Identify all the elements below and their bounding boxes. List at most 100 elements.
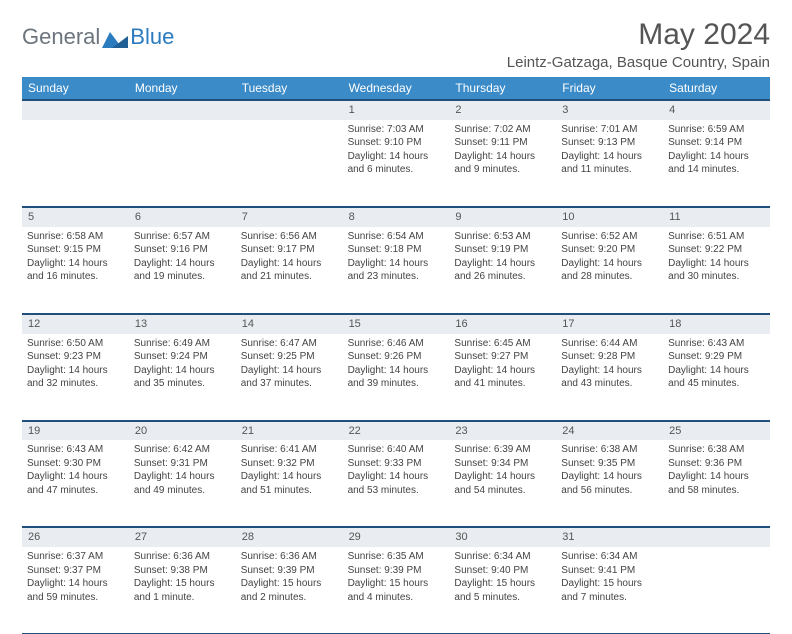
sunrise-line: Sunrise: 6:44 AM [561,337,658,351]
sunrise-line: Sunrise: 6:34 AM [454,550,551,564]
day-number-cell: 2 [449,101,556,120]
sunset-line: Sunset: 9:13 PM [561,136,658,150]
day-number-cell: 30 [449,528,556,547]
day-cell [236,120,343,206]
day-number: 14 [242,318,254,330]
daylight-line: Daylight: 14 hours and 41 minutes. [454,364,551,391]
sunset-line: Sunset: 9:18 PM [348,243,445,257]
day-number-cell: 15 [343,315,450,334]
day-number-cell: 24 [556,422,663,441]
day-cell: Sunrise: 6:45 AMSunset: 9:27 PMDaylight:… [449,334,556,420]
day-number-cell: 18 [663,315,770,334]
sunset-line: Sunset: 9:27 PM [454,350,551,364]
day-cell [663,547,770,633]
sunset-line: Sunset: 9:40 PM [454,564,551,578]
day-number-cell: 19 [22,422,129,441]
sunset-line: Sunset: 9:11 PM [454,136,551,150]
sunrise-line: Sunrise: 6:49 AM [134,337,231,351]
day-number-cell: 14 [236,315,343,334]
sunset-line: Sunset: 9:26 PM [348,350,445,364]
daylight-line: Daylight: 14 hours and 47 minutes. [27,470,124,497]
daylight-line: Daylight: 14 hours and 58 minutes. [668,470,765,497]
sunset-line: Sunset: 9:30 PM [27,457,124,471]
daylight-line: Daylight: 14 hours and 59 minutes. [27,577,124,604]
sunset-line: Sunset: 9:22 PM [668,243,765,257]
day-number: 10 [562,211,574,223]
day-number-cell: 25 [663,422,770,441]
sunrise-line: Sunrise: 6:43 AM [27,443,124,457]
day-number: 23 [455,425,467,437]
calendar: SundayMondayTuesdayWednesdayThursdayFrid… [22,77,770,634]
daynum-row: 262728293031 [22,527,770,547]
day-header: Tuesday [236,77,343,99]
daylight-line: Daylight: 14 hours and 28 minutes. [561,257,658,284]
day-cell: Sunrise: 6:44 AMSunset: 9:28 PMDaylight:… [556,334,663,420]
day-cell: Sunrise: 6:49 AMSunset: 9:24 PMDaylight:… [129,334,236,420]
sunrise-line: Sunrise: 6:40 AM [348,443,445,457]
day-number: 30 [455,531,467,543]
day-number: 19 [28,425,40,437]
sunset-line: Sunset: 9:37 PM [27,564,124,578]
daynum-row: 567891011 [22,207,770,227]
day-number-cell: 4 [663,101,770,120]
daylight-line: Daylight: 14 hours and 43 minutes. [561,364,658,391]
day-cell: Sunrise: 6:34 AMSunset: 9:41 PMDaylight:… [556,547,663,633]
daylight-line: Daylight: 14 hours and 11 minutes. [561,150,658,177]
sunrise-line: Sunrise: 6:35 AM [348,550,445,564]
month-title: May 2024 [507,18,770,52]
daylight-line: Daylight: 14 hours and 45 minutes. [668,364,765,391]
daylight-line: Daylight: 14 hours and 35 minutes. [134,364,231,391]
sunset-line: Sunset: 9:19 PM [454,243,551,257]
day-cell: Sunrise: 6:58 AMSunset: 9:15 PMDaylight:… [22,227,129,313]
day-number: 18 [669,318,681,330]
day-cell: Sunrise: 6:38 AMSunset: 9:35 PMDaylight:… [556,440,663,526]
day-number: 5 [28,211,34,223]
day-number-cell: 20 [129,422,236,441]
daylight-line: Daylight: 14 hours and 6 minutes. [348,150,445,177]
day-number: 16 [455,318,467,330]
sunrise-line: Sunrise: 6:38 AM [668,443,765,457]
day-header: Thursday [449,77,556,99]
brand-triangle-icon [102,28,128,46]
day-cell [22,120,129,206]
sunrise-line: Sunrise: 6:59 AM [668,123,765,137]
daylight-line: Daylight: 14 hours and 39 minutes. [348,364,445,391]
day-cell [129,120,236,206]
day-cell: Sunrise: 7:03 AMSunset: 9:10 PMDaylight:… [343,120,450,206]
sunset-line: Sunset: 9:15 PM [27,243,124,257]
day-number: 15 [349,318,361,330]
sunrise-line: Sunrise: 6:51 AM [668,230,765,244]
day-number-cell: 27 [129,528,236,547]
day-cell: Sunrise: 6:38 AMSunset: 9:36 PMDaylight:… [663,440,770,526]
sunrise-line: Sunrise: 6:36 AM [241,550,338,564]
brand-blue: Blue [130,24,174,50]
sunset-line: Sunset: 9:31 PM [134,457,231,471]
sunrise-line: Sunrise: 6:53 AM [454,230,551,244]
sunrise-line: Sunrise: 6:43 AM [668,337,765,351]
day-header-row: SundayMondayTuesdayWednesdayThursdayFrid… [22,77,770,99]
day-number: 21 [242,425,254,437]
day-cell: Sunrise: 6:53 AMSunset: 9:19 PMDaylight:… [449,227,556,313]
day-number: 26 [28,531,40,543]
day-number-cell: 23 [449,422,556,441]
day-number: 8 [349,211,355,223]
brand-logo: General Blue [22,18,174,50]
daylight-line: Daylight: 14 hours and 54 minutes. [454,470,551,497]
day-cell: Sunrise: 6:56 AMSunset: 9:17 PMDaylight:… [236,227,343,313]
daylight-line: Daylight: 14 hours and 19 minutes. [134,257,231,284]
day-number-cell: 28 [236,528,343,547]
day-cell: Sunrise: 6:54 AMSunset: 9:18 PMDaylight:… [343,227,450,313]
week-row: Sunrise: 6:50 AMSunset: 9:23 PMDaylight:… [22,334,770,420]
day-number-cell [22,101,129,120]
sunrise-line: Sunrise: 6:52 AM [561,230,658,244]
sunset-line: Sunset: 9:20 PM [561,243,658,257]
sunset-line: Sunset: 9:17 PM [241,243,338,257]
sunset-line: Sunset: 9:29 PM [668,350,765,364]
day-number-cell: 5 [22,208,129,227]
daylight-line: Daylight: 14 hours and 30 minutes. [668,257,765,284]
sunset-line: Sunset: 9:24 PM [134,350,231,364]
sunset-line: Sunset: 9:16 PM [134,243,231,257]
day-number: 1 [349,104,355,116]
sunset-line: Sunset: 9:32 PM [241,457,338,471]
sunset-line: Sunset: 9:36 PM [668,457,765,471]
